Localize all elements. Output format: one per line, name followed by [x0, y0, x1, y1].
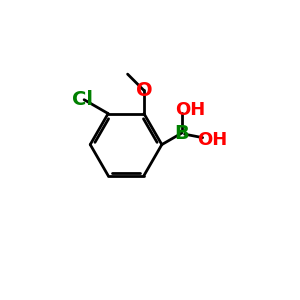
Text: OH: OH [175, 101, 205, 119]
Text: OH: OH [197, 131, 227, 149]
Text: O: O [136, 81, 152, 100]
Text: Cl: Cl [72, 90, 93, 109]
Text: B: B [175, 124, 189, 142]
